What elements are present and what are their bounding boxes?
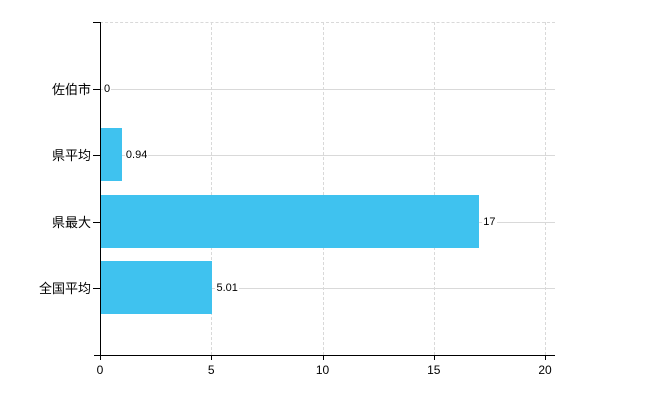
value-label: 0.94	[124, 148, 149, 161]
x-axis-tick	[433, 355, 435, 360]
category-label: 県平均	[51, 148, 91, 164]
category-tick	[93, 155, 100, 157]
x-axis-tick	[545, 355, 546, 360]
category-label: 佐伯市	[51, 81, 91, 97]
category-guide-line	[100, 88, 555, 90]
value-label: 0	[103, 82, 112, 95]
y-axis	[100, 22, 101, 360]
value-label: 17	[482, 215, 497, 228]
x-gridline	[322, 22, 324, 355]
x-gridline	[211, 22, 213, 355]
category-label: 全国平均	[38, 281, 91, 297]
category-guide-line	[100, 288, 555, 290]
x-tick-label: 15	[427, 363, 441, 377]
x-tick-label: 0	[96, 363, 104, 377]
x-gridline	[545, 22, 546, 355]
bar	[101, 128, 122, 182]
value-label: 5.01	[215, 282, 239, 295]
bar	[101, 261, 212, 315]
x-tick-label: 10	[315, 363, 330, 377]
category-label: 県最大	[51, 214, 91, 230]
x-axis-tick	[322, 355, 324, 360]
x-tick-label: 20	[538, 363, 552, 377]
x-tick-label: 5	[207, 363, 215, 377]
y-axis-top-tick	[93, 22, 100, 23]
x-gridline	[433, 22, 435, 355]
bar	[101, 194, 479, 248]
category-tick	[93, 221, 100, 223]
plot-top-border	[100, 22, 555, 23]
category-guide-line	[100, 155, 555, 157]
category-tick	[93, 288, 100, 290]
x-axis	[94, 355, 555, 356]
x-axis-tick	[211, 355, 213, 360]
category-tick	[93, 88, 100, 90]
